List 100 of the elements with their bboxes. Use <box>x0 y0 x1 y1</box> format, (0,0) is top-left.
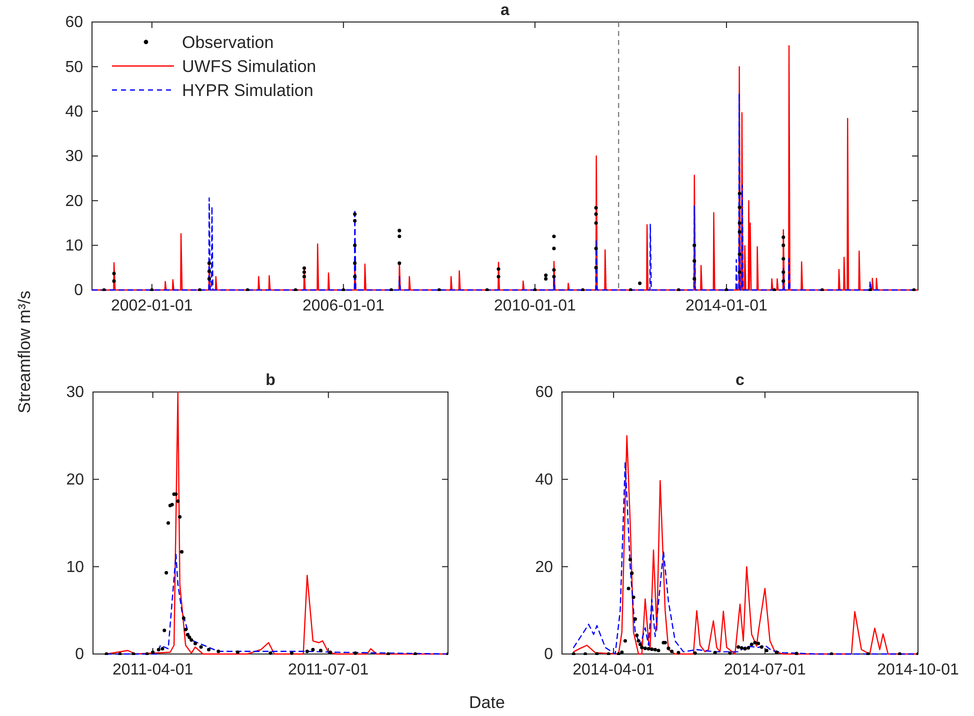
point <box>328 650 332 654</box>
x-tick-label: 2006-01-01 <box>302 297 384 314</box>
point <box>646 646 650 651</box>
point <box>290 651 294 655</box>
y-tick-label: 10 <box>65 237 84 254</box>
y-tick-label: 20 <box>535 558 554 576</box>
point <box>774 650 778 654</box>
point <box>670 650 674 654</box>
point <box>638 642 642 646</box>
legend-label: Observation <box>182 33 274 52</box>
point <box>636 639 640 643</box>
point <box>184 628 188 632</box>
y-tick-label: 40 <box>535 471 554 488</box>
point <box>236 650 240 654</box>
point <box>176 499 180 503</box>
x-tick-label: 2011-07-01 <box>288 661 369 678</box>
x-tick-label: 2014-04-01 <box>572 661 655 678</box>
point <box>866 652 870 655</box>
y-tick-label: 30 <box>65 148 84 166</box>
point <box>162 628 166 632</box>
point <box>305 650 309 654</box>
point <box>626 586 630 590</box>
point <box>190 638 194 642</box>
point <box>318 648 322 652</box>
point <box>188 636 192 640</box>
y-tick-label: 50 <box>65 58 84 76</box>
point <box>616 652 620 655</box>
legend-label: HYPR Simulation <box>182 81 314 100</box>
y-tick-label: 0 <box>75 646 84 664</box>
y-tick-label: 60 <box>535 384 554 402</box>
point <box>199 645 203 649</box>
point <box>764 648 768 652</box>
point <box>584 652 588 655</box>
point <box>740 646 744 650</box>
point <box>623 639 627 643</box>
x-tick-label: 2002-01-01 <box>110 297 193 314</box>
point <box>268 651 272 655</box>
x-tick-label: 2014-10-01 <box>877 661 960 678</box>
point <box>656 648 660 652</box>
point <box>132 652 136 655</box>
point <box>206 648 211 652</box>
y-tick-label: 60 <box>65 14 84 32</box>
point <box>746 646 750 650</box>
point <box>693 651 697 655</box>
point <box>756 642 760 646</box>
x-axis-title: Date <box>469 693 505 712</box>
point <box>898 652 902 655</box>
point <box>166 521 170 525</box>
point <box>156 648 160 652</box>
point <box>354 651 358 655</box>
chart-title: a <box>500 2 510 19</box>
point <box>595 652 599 655</box>
point <box>193 642 198 646</box>
point <box>182 616 186 620</box>
point <box>750 642 754 646</box>
point <box>386 652 390 655</box>
point <box>640 646 644 650</box>
x-tick-label: 2011-04-01 <box>112 661 194 678</box>
point <box>630 571 634 575</box>
point <box>666 646 670 650</box>
point <box>311 648 315 652</box>
y-tick-label: 10 <box>66 558 84 576</box>
point <box>753 640 757 644</box>
point <box>830 652 834 655</box>
point <box>160 646 164 651</box>
point <box>633 617 637 621</box>
point <box>728 651 732 655</box>
y-tick-label: 40 <box>65 103 84 120</box>
point <box>606 652 610 655</box>
point <box>186 633 190 637</box>
point <box>676 650 680 654</box>
point <box>632 595 636 600</box>
y-tick-label: 20 <box>66 471 84 488</box>
point <box>760 645 764 649</box>
chart-title: b <box>266 372 276 389</box>
chart-title: c <box>736 372 745 389</box>
y-tick-label: 30 <box>66 384 84 402</box>
point <box>650 647 654 651</box>
legend-label: UWFS Simulation <box>182 57 316 76</box>
point <box>794 652 798 655</box>
point <box>413 652 417 655</box>
point <box>643 646 647 650</box>
point <box>628 558 632 562</box>
point <box>104 652 108 655</box>
point <box>151 650 155 654</box>
point <box>145 652 149 655</box>
point <box>653 648 657 652</box>
point <box>572 652 576 655</box>
point <box>180 550 184 554</box>
y-tick-label: 0 <box>74 282 84 300</box>
y-tick-label: 20 <box>65 192 84 210</box>
point <box>743 646 747 651</box>
point <box>736 645 740 649</box>
y-tick-label: 0 <box>544 646 554 664</box>
point <box>164 571 168 575</box>
point <box>620 650 624 654</box>
y-axis-title: Streamflow m³/s <box>15 290 34 414</box>
x-tick-label: 2014-07-01 <box>724 661 806 678</box>
point <box>635 633 639 638</box>
line-series <box>106 554 448 655</box>
